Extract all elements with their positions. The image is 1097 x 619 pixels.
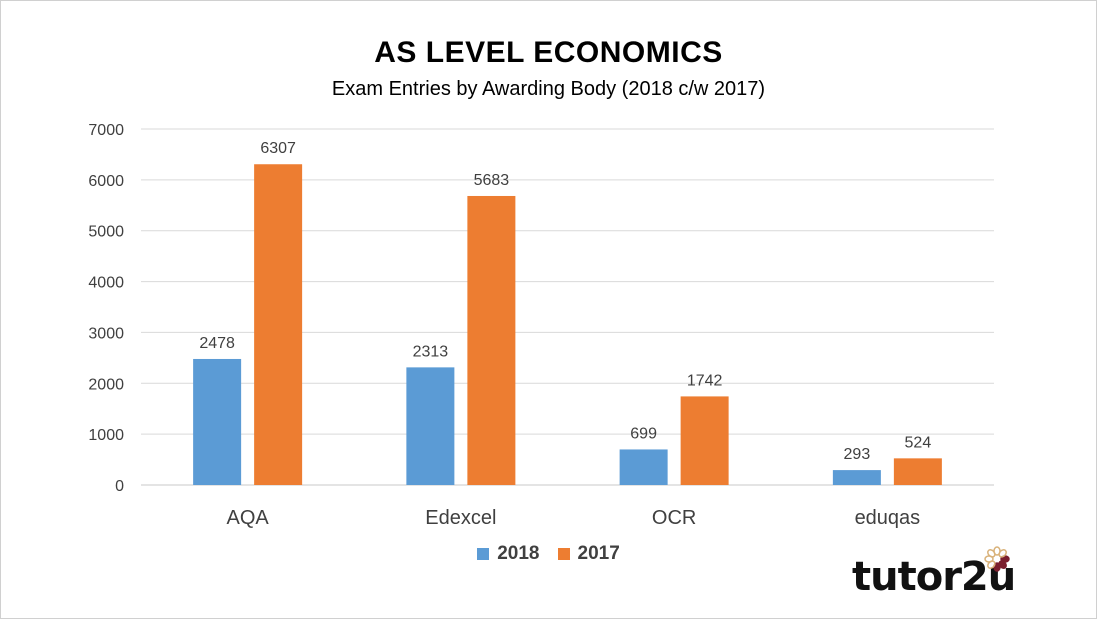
bar-2017 bbox=[893, 458, 942, 485]
bar-2017 bbox=[680, 396, 729, 485]
flower-icon bbox=[984, 546, 1010, 572]
tutor2u-logo: tutor2u bbox=[852, 546, 1016, 602]
y-tick-label: 4000 bbox=[88, 275, 124, 292]
data-label: 1742 bbox=[687, 372, 723, 389]
data-label: 293 bbox=[844, 446, 871, 463]
data-label: 2313 bbox=[413, 343, 449, 360]
y-tick-label: 2000 bbox=[88, 376, 124, 393]
data-label: 699 bbox=[630, 425, 657, 442]
chart-subtitle: Exam Entries by Awarding Body (2018 c/w … bbox=[331, 78, 766, 100]
y-tick-label: 0 bbox=[115, 478, 124, 495]
y-tick-label: 7000 bbox=[88, 122, 124, 139]
x-tick-label: eduqas bbox=[855, 507, 921, 529]
legend-swatch-2017 bbox=[557, 548, 570, 560]
bar-2017 bbox=[467, 195, 516, 485]
legend-label-2018: 2018 bbox=[497, 543, 540, 564]
chart-legend: 2018 2017 bbox=[0, 543, 1097, 565]
y-tick-label: 6000 bbox=[88, 173, 124, 190]
legend-item-2017: 2017 bbox=[557, 543, 620, 565]
flower-petal bbox=[998, 549, 1007, 558]
x-tick-label: OCR bbox=[652, 507, 696, 529]
y-tick-label: 3000 bbox=[88, 325, 124, 342]
data-label: 5683 bbox=[474, 172, 510, 189]
bar-2018 bbox=[193, 358, 242, 485]
legend-label-2017: 2017 bbox=[577, 543, 620, 564]
legend-item-2018: 2018 bbox=[477, 543, 540, 565]
data-label: 524 bbox=[905, 434, 932, 451]
chart-title: AS LEVEL ECONOMICS bbox=[374, 36, 723, 69]
bar-2017 bbox=[254, 164, 303, 485]
y-tick-label: 1000 bbox=[88, 427, 124, 444]
x-tick-label: AQA bbox=[227, 507, 270, 529]
data-label: 2478 bbox=[199, 335, 235, 352]
data-label: 6307 bbox=[260, 140, 296, 157]
bar-2018 bbox=[619, 449, 668, 485]
legend-swatch-2018 bbox=[477, 548, 490, 560]
bar-2018 bbox=[832, 470, 881, 485]
x-tick-label: Edexcel bbox=[425, 507, 496, 529]
y-tick-label: 5000 bbox=[88, 224, 124, 241]
bar-2018 bbox=[406, 367, 455, 485]
